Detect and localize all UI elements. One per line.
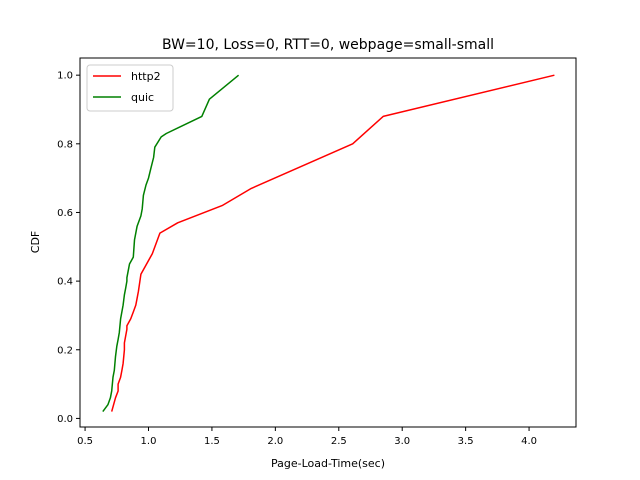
y-axis-label: CDF — [29, 231, 42, 253]
x-tick-label: 4.0 — [521, 436, 537, 447]
y-tick-label: 0.0 — [57, 414, 73, 425]
y-tick-label: 0.4 — [57, 277, 73, 288]
x-tick-label: 1.5 — [204, 436, 220, 447]
chart-title: BW=10, Loss=0, RTT=0, webpage=small-smal… — [162, 37, 494, 53]
legend: http2 quic — [86, 64, 174, 112]
x-tick-label: 3.0 — [394, 436, 410, 447]
x-axis-label: Page-Load-Time(sec) — [271, 457, 385, 470]
x-tick-label: 3.5 — [458, 436, 474, 447]
legend-label-quic: quic — [131, 91, 154, 104]
y-tick-label: 0.2 — [57, 345, 73, 356]
plot-frame — [79, 57, 577, 428]
axis-ticks: 0.5 1.0 1.5 2.0 2.5 3.0 3.5 4.0 0.0 0.2 0.4 0.6 0.8 1… — [57, 71, 537, 447]
y-tick-label: 1.0 — [57, 71, 73, 82]
x-tick-label: 0.5 — [77, 436, 93, 447]
series-line-quic — [102, 74, 240, 413]
x-tick-label: 2.5 — [331, 436, 347, 447]
x-tick-label: 2.0 — [267, 436, 283, 447]
x-tick-label: 1.0 — [141, 436, 157, 447]
series-line-http2 — [110, 74, 555, 412]
legend-label-http2: http2 — [131, 70, 161, 83]
plot-area — [102, 74, 555, 413]
y-tick-label: 0.8 — [57, 139, 73, 150]
y-tick-label: 0.6 — [57, 208, 73, 219]
